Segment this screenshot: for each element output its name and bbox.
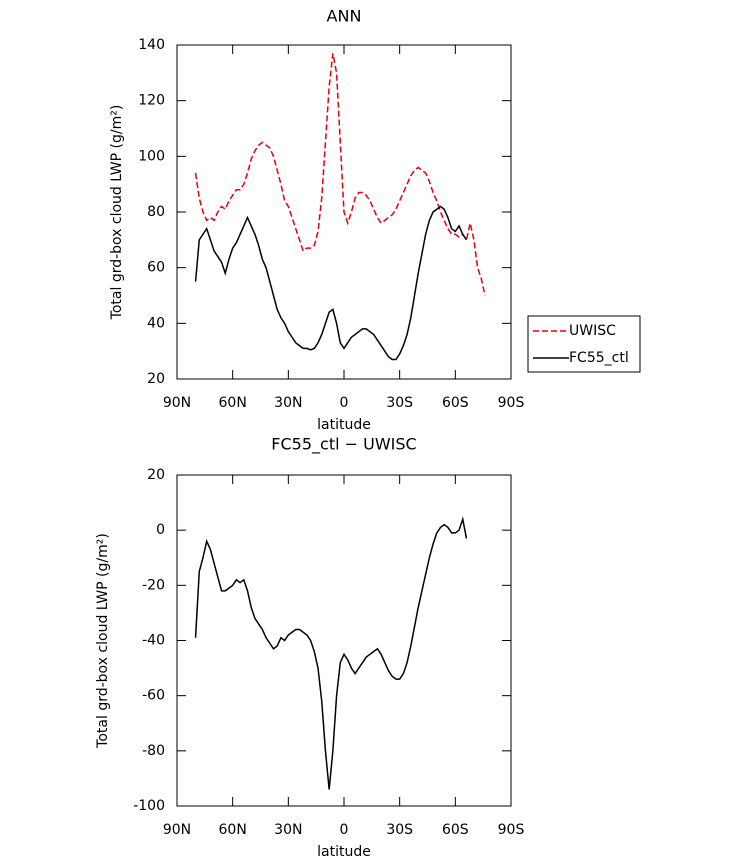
x-tick-label: 60N — [219, 395, 247, 411]
y-tick-label: 20 — [147, 371, 165, 387]
x-tick-label: 60N — [219, 822, 247, 838]
y-axis-label: Total grd-box cloud LWP (g/m²) — [95, 533, 111, 749]
y-tick-label: 120 — [138, 93, 165, 109]
x-tick-label: 90S — [498, 395, 525, 411]
chart-title: FC55_ctl − UWISC — [271, 435, 416, 455]
y-tick-label: 20 — [147, 467, 165, 483]
x-tick-label: 30S — [386, 395, 413, 411]
x-axis-label: latitude — [317, 417, 371, 433]
legend-label: FC55_ctl — [569, 350, 629, 366]
x-tick-label: 30S — [386, 822, 413, 838]
y-tick-label: 0 — [156, 522, 165, 538]
legend-box — [527, 315, 641, 373]
y-tick-label: -100 — [133, 798, 165, 814]
y-tick-label: 140 — [138, 37, 165, 53]
x-tick-label: 30N — [274, 395, 302, 411]
y-tick-label: 100 — [138, 148, 165, 164]
x-tick-label: 0 — [340, 395, 349, 411]
series-line — [194, 516, 468, 790]
x-axis-label: latitude — [317, 844, 371, 860]
chart-title: ANN — [327, 7, 362, 26]
series-line — [194, 205, 468, 361]
x-tick-label: 60S — [442, 395, 469, 411]
x-tick-label: 30N — [274, 822, 302, 838]
y-tick-label: -80 — [142, 743, 165, 759]
legend-label: UWISC — [569, 323, 616, 339]
y-tick-label: 80 — [147, 204, 165, 220]
y-axis-label: Total grd-box cloud LWP (g/m²) — [109, 105, 125, 321]
y-tick-label: 40 — [147, 315, 165, 331]
y-tick-label: -60 — [142, 688, 165, 704]
y-tick-label: 60 — [147, 260, 165, 276]
x-tick-label: 0 — [340, 822, 349, 838]
y-tick-label: -20 — [142, 577, 165, 593]
x-tick-label: 90N — [163, 395, 191, 411]
x-tick-label: 90S — [498, 822, 525, 838]
x-tick-label: 60S — [442, 822, 469, 838]
y-tick-label: -40 — [142, 633, 165, 649]
series-line — [194, 53, 486, 296]
x-tick-label: 90N — [163, 822, 191, 838]
